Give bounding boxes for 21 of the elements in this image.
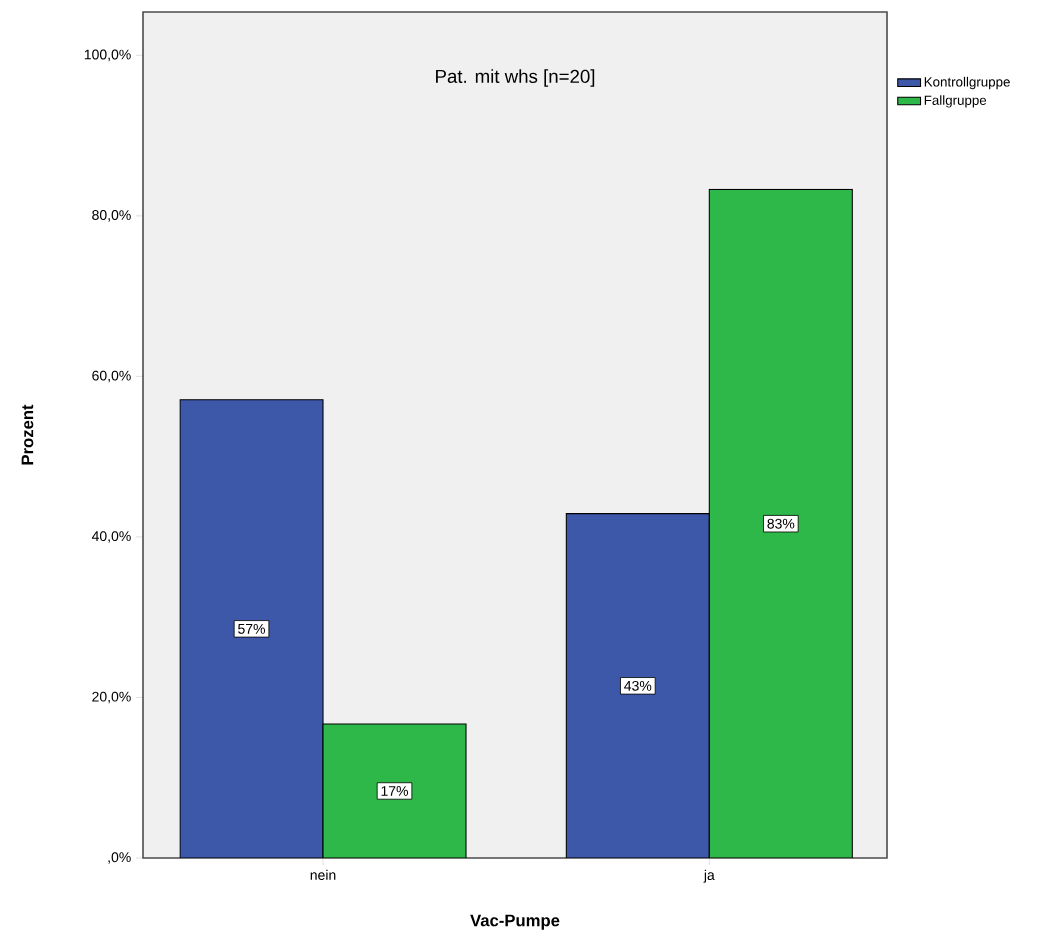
y-tick-label: 100,0%	[84, 49, 131, 62]
bar	[322, 723, 467, 858]
bar	[708, 188, 853, 858]
data-label: 17%	[381, 786, 409, 796]
data-label: 43%	[624, 680, 652, 691]
y-tick-label: 80,0%	[92, 210, 131, 222]
y-axis-title: Prozent	[21, 404, 34, 465]
x-axis-title: Vac-Pumpe	[470, 914, 560, 930]
legend-label: Fallgruppe	[924, 95, 987, 108]
y-tick-label: ,0%	[108, 852, 131, 864]
data-label: 83%	[767, 518, 795, 529]
x-tick-label: nein	[310, 869, 336, 880]
legend-label: Kontrollgruppe	[924, 76, 1010, 90]
data-label: 57%	[238, 623, 266, 634]
x-tick-label: ja	[703, 869, 715, 883]
bar	[179, 399, 324, 858]
y-tick-label: 20,0%	[92, 691, 131, 704]
y-tick-label: 60,0%	[92, 370, 131, 383]
text: Pat. mit whs [n=20]	[436, 69, 595, 87]
bar	[565, 513, 710, 858]
y-tick-label: 40,0%	[91, 531, 131, 543]
